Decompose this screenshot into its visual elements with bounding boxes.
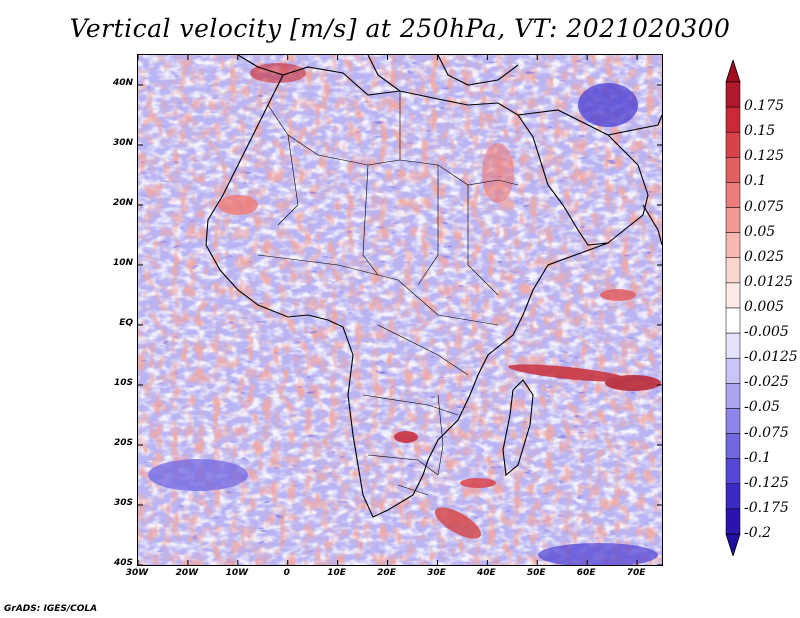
lon-tick-label: 50E (526, 568, 546, 578)
colorbar-segment (725, 508, 741, 535)
colorbar-segment (725, 408, 741, 434)
colorbar-level-label: 0.15 (744, 123, 776, 140)
colorbar-level-label: 0.005 (744, 299, 785, 315)
country-borders (257, 91, 519, 496)
upward-patch-east (605, 375, 661, 391)
downward-patch-south-atlantic (148, 459, 248, 491)
border-malawi (437, 394, 444, 476)
colorbar-level-label: 0.125 (744, 148, 785, 165)
border-chad (417, 165, 439, 286)
lon-tick-label: 10E (327, 568, 346, 578)
colorbar-level-label: -0.2 (744, 525, 771, 541)
border-angola (362, 394, 459, 416)
lon-tick-label: 20W (175, 568, 199, 578)
colorbar-segment (725, 131, 741, 158)
border-sahel (257, 254, 499, 326)
lon-tick-label: 30E (427, 568, 446, 578)
lat-tick-label: 10S (113, 378, 133, 388)
border-congo (377, 324, 469, 376)
coastlines (205, 55, 662, 518)
colorbar-level-label: -0.0125 (744, 349, 798, 366)
colorbar-segment (725, 207, 741, 233)
lon-tick-label: 0 (283, 568, 290, 578)
lon-tick-label: 40E (476, 568, 496, 578)
lat-tick-label: 30S (113, 498, 133, 508)
colorbar-segment (725, 332, 741, 359)
lon-tick-label: 60E (576, 568, 596, 578)
map-plot-area (137, 54, 663, 566)
lon-tick-label: 30W (125, 568, 149, 578)
border-namibia (367, 454, 439, 476)
colorbar-top-arrow (725, 60, 741, 83)
strong-upward-features (218, 63, 661, 539)
lon-tick-label: 20E (377, 568, 396, 578)
downward-band-southern-ocean (538, 543, 658, 565)
colorbar-segment (725, 383, 741, 409)
persia-coastline (607, 114, 662, 136)
lat-tick-label: 30N (112, 138, 133, 148)
lat-tick-label: 20S (113, 438, 133, 448)
balkans-coastline (437, 55, 519, 86)
upward-patch-egypt (482, 143, 514, 203)
colorbar-segment (725, 157, 741, 183)
upward-patch-south-africa (434, 507, 482, 539)
upward-band-south-indian-ocean (508, 364, 628, 382)
colorbar-segment (725, 106, 741, 133)
map-title: Vertical velocity [m/s] at 250hPa, VT: 2… (69, 14, 731, 43)
colorbar-level-label: -0.005 (744, 324, 789, 341)
border-south-africa (397, 484, 429, 496)
italy-coastline (367, 55, 401, 92)
colorbar-level-label: 0.075 (744, 198, 785, 215)
iberia-coastline (237, 55, 284, 76)
colorbar-level-label: 0.175 (744, 98, 785, 115)
upward-patch-arabian-sea (600, 289, 636, 301)
colorbar-level-label: -0.1 (744, 449, 771, 466)
colorbar-segment (725, 483, 741, 510)
lat-tick-label: EQ (119, 318, 133, 328)
strong-downward-features (148, 83, 658, 565)
colorbar-level-label: -0.05 (744, 399, 780, 416)
india-coastline (642, 204, 662, 246)
colorbar-segment (725, 458, 741, 485)
downward-patch-middle-east (578, 83, 638, 127)
colorbar-segment (725, 433, 741, 459)
arabia-coastline (517, 109, 649, 244)
border-sudan (467, 185, 499, 296)
border-mali (277, 134, 299, 226)
africa-coastline (205, 66, 609, 518)
colorbar-segment (725, 357, 741, 384)
colorbar-level-label: 0.1 (744, 173, 767, 190)
colorbar-level-label: 0.025 (744, 248, 785, 265)
upward-patch-sahara (218, 195, 258, 215)
border-niger (362, 164, 379, 276)
colorbar-level-label: 0.0125 (744, 273, 793, 290)
velocity-field-map (138, 55, 662, 565)
lon-tick-label: 70E (626, 568, 646, 578)
upward-patch-zambia (394, 431, 418, 443)
colorbar-segment (725, 81, 741, 108)
upward-patch-mozambique (460, 478, 496, 488)
colorbar-segment (725, 182, 741, 208)
lat-tick-label: 40N (112, 78, 133, 88)
grads-credit: GrADS: IGES/COLA (4, 604, 98, 614)
madagascar-coastline (502, 379, 534, 477)
colorbar-segment (725, 307, 741, 334)
colorbar-segment (725, 282, 741, 309)
colorbar-level-label: -0.125 (744, 474, 789, 491)
colorbar (725, 60, 741, 556)
colorbar-segment (725, 257, 741, 284)
colorbar-bottom-arrow (725, 533, 741, 556)
colorbar-level-label: -0.175 (744, 499, 789, 516)
lat-tick-label: 40S (113, 558, 133, 568)
lat-tick-label: 20N (112, 198, 133, 208)
lon-tick-label: 10W (225, 568, 249, 578)
colorbar-level-label: -0.025 (744, 374, 789, 391)
lat-tick-label: 10N (112, 258, 133, 268)
colorbar-level-label: -0.075 (744, 424, 789, 441)
colorbar-segment (725, 232, 741, 259)
map-frame-ticks (138, 55, 662, 565)
colorbar-level-label: 0.05 (744, 223, 776, 240)
